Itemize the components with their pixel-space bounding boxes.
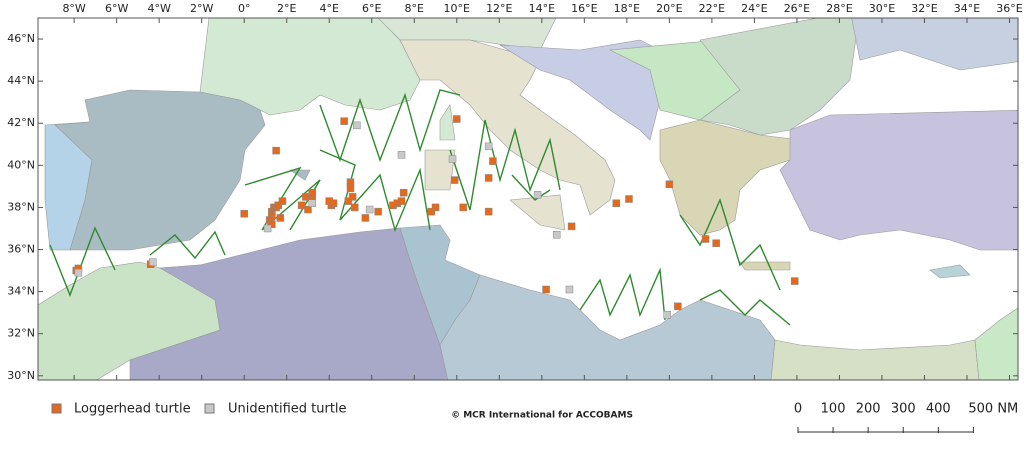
sighting	[308, 199, 316, 207]
sighting	[308, 188, 316, 197]
credit: © MCR International for ACCOBAMS	[451, 411, 633, 421]
scale-label: 200	[856, 402, 881, 417]
lon-label: 30°E	[869, 2, 895, 15]
sighting	[346, 178, 355, 186]
lon-label: 0°	[238, 2, 251, 15]
sighting	[353, 121, 361, 130]
scale-label: 400	[926, 402, 951, 417]
sighting	[397, 151, 406, 159]
sighting	[712, 239, 720, 247]
sighting	[74, 268, 83, 277]
sighting	[348, 193, 357, 201]
lat-label: 36°N	[7, 243, 35, 256]
sighting	[329, 199, 338, 207]
sighting	[459, 203, 467, 212]
sighting	[453, 115, 461, 123]
sighting	[450, 176, 459, 184]
sighting	[297, 201, 306, 210]
sighting	[663, 311, 671, 319]
sighting	[533, 191, 542, 199]
lon-label: 34°E	[954, 2, 980, 15]
sighting	[276, 214, 285, 222]
sighting	[542, 285, 550, 294]
lon-label: 36°E	[996, 2, 1022, 15]
lat-label: 40°N	[7, 158, 35, 171]
lon-label: 28°E	[826, 2, 852, 15]
sighting	[612, 199, 620, 207]
lon-label: 10°E	[444, 2, 470, 15]
sighting	[552, 231, 561, 239]
sighting	[625, 195, 633, 203]
sighting	[791, 277, 799, 285]
lon-label: 2°E	[277, 2, 296, 15]
scale-label: 300	[891, 402, 916, 417]
sighting	[665, 180, 674, 189]
lat-label: 44°N	[7, 74, 35, 87]
sighting	[448, 155, 457, 163]
lon-label: 6°E	[362, 2, 381, 15]
legend-label: Loggerhead turtle	[74, 402, 191, 417]
lon-label: 4°W	[147, 2, 170, 15]
lat-label: 46°N	[7, 32, 35, 45]
lon-label: 6°W	[105, 2, 128, 15]
sighting	[399, 188, 408, 197]
lat-label: 30°N	[7, 369, 35, 382]
sighting	[701, 235, 710, 243]
sighting	[346, 184, 355, 193]
lon-label: 26°E	[784, 2, 810, 15]
sighting	[484, 142, 493, 151]
basemap	[38, 18, 1018, 380]
sighting	[484, 174, 493, 182]
sighting	[240, 209, 248, 218]
lon-label: 12°E	[486, 2, 512, 15]
scale-label: 100	[821, 402, 846, 417]
sighting	[272, 146, 280, 155]
legend-label: Unidentified turtle	[228, 402, 347, 417]
lon-label: 32°E	[911, 2, 937, 15]
legend-swatch	[204, 403, 215, 414]
legend-swatch	[51, 403, 62, 414]
sighting	[567, 222, 576, 231]
sighting	[489, 157, 497, 165]
lon-label: 14°E	[529, 2, 555, 15]
sighting	[263, 224, 272, 233]
lat-label: 32°N	[7, 327, 35, 340]
lon-label: 24°E	[741, 2, 767, 15]
lon-label: 20°E	[656, 2, 682, 15]
lon-label: 18°E	[614, 2, 640, 15]
lon-label: 8°W	[62, 2, 85, 15]
sighting	[340, 117, 348, 125]
sighting	[344, 197, 353, 205]
sighting	[274, 201, 282, 210]
lon-label: 8°E	[405, 2, 424, 15]
lon-label: 4°E	[320, 2, 339, 15]
sighting	[361, 214, 370, 222]
sighting	[304, 205, 312, 214]
lon-label: 16°E	[571, 2, 597, 15]
sighting	[302, 193, 310, 201]
sighting	[278, 197, 287, 205]
scale-label: 500 NM	[968, 402, 1018, 417]
sighting	[397, 197, 406, 205]
lon-label: 22°E	[699, 2, 725, 15]
sighting	[374, 207, 382, 216]
lon-label: 2°W	[190, 2, 213, 15]
sighting	[431, 203, 440, 212]
scale-label: 0	[794, 402, 802, 417]
sighting	[565, 285, 574, 294]
sighting	[674, 302, 682, 311]
sighting	[427, 207, 436, 216]
lat-label: 34°N	[7, 285, 35, 298]
sighting	[350, 203, 359, 212]
sighting	[149, 258, 157, 266]
sighting	[484, 207, 493, 216]
sighting	[268, 220, 276, 229]
sighting	[365, 205, 374, 214]
map-frame	[37, 17, 1019, 381]
lat-label: 42°N	[7, 116, 35, 129]
lat-label: 38°N	[7, 200, 35, 213]
